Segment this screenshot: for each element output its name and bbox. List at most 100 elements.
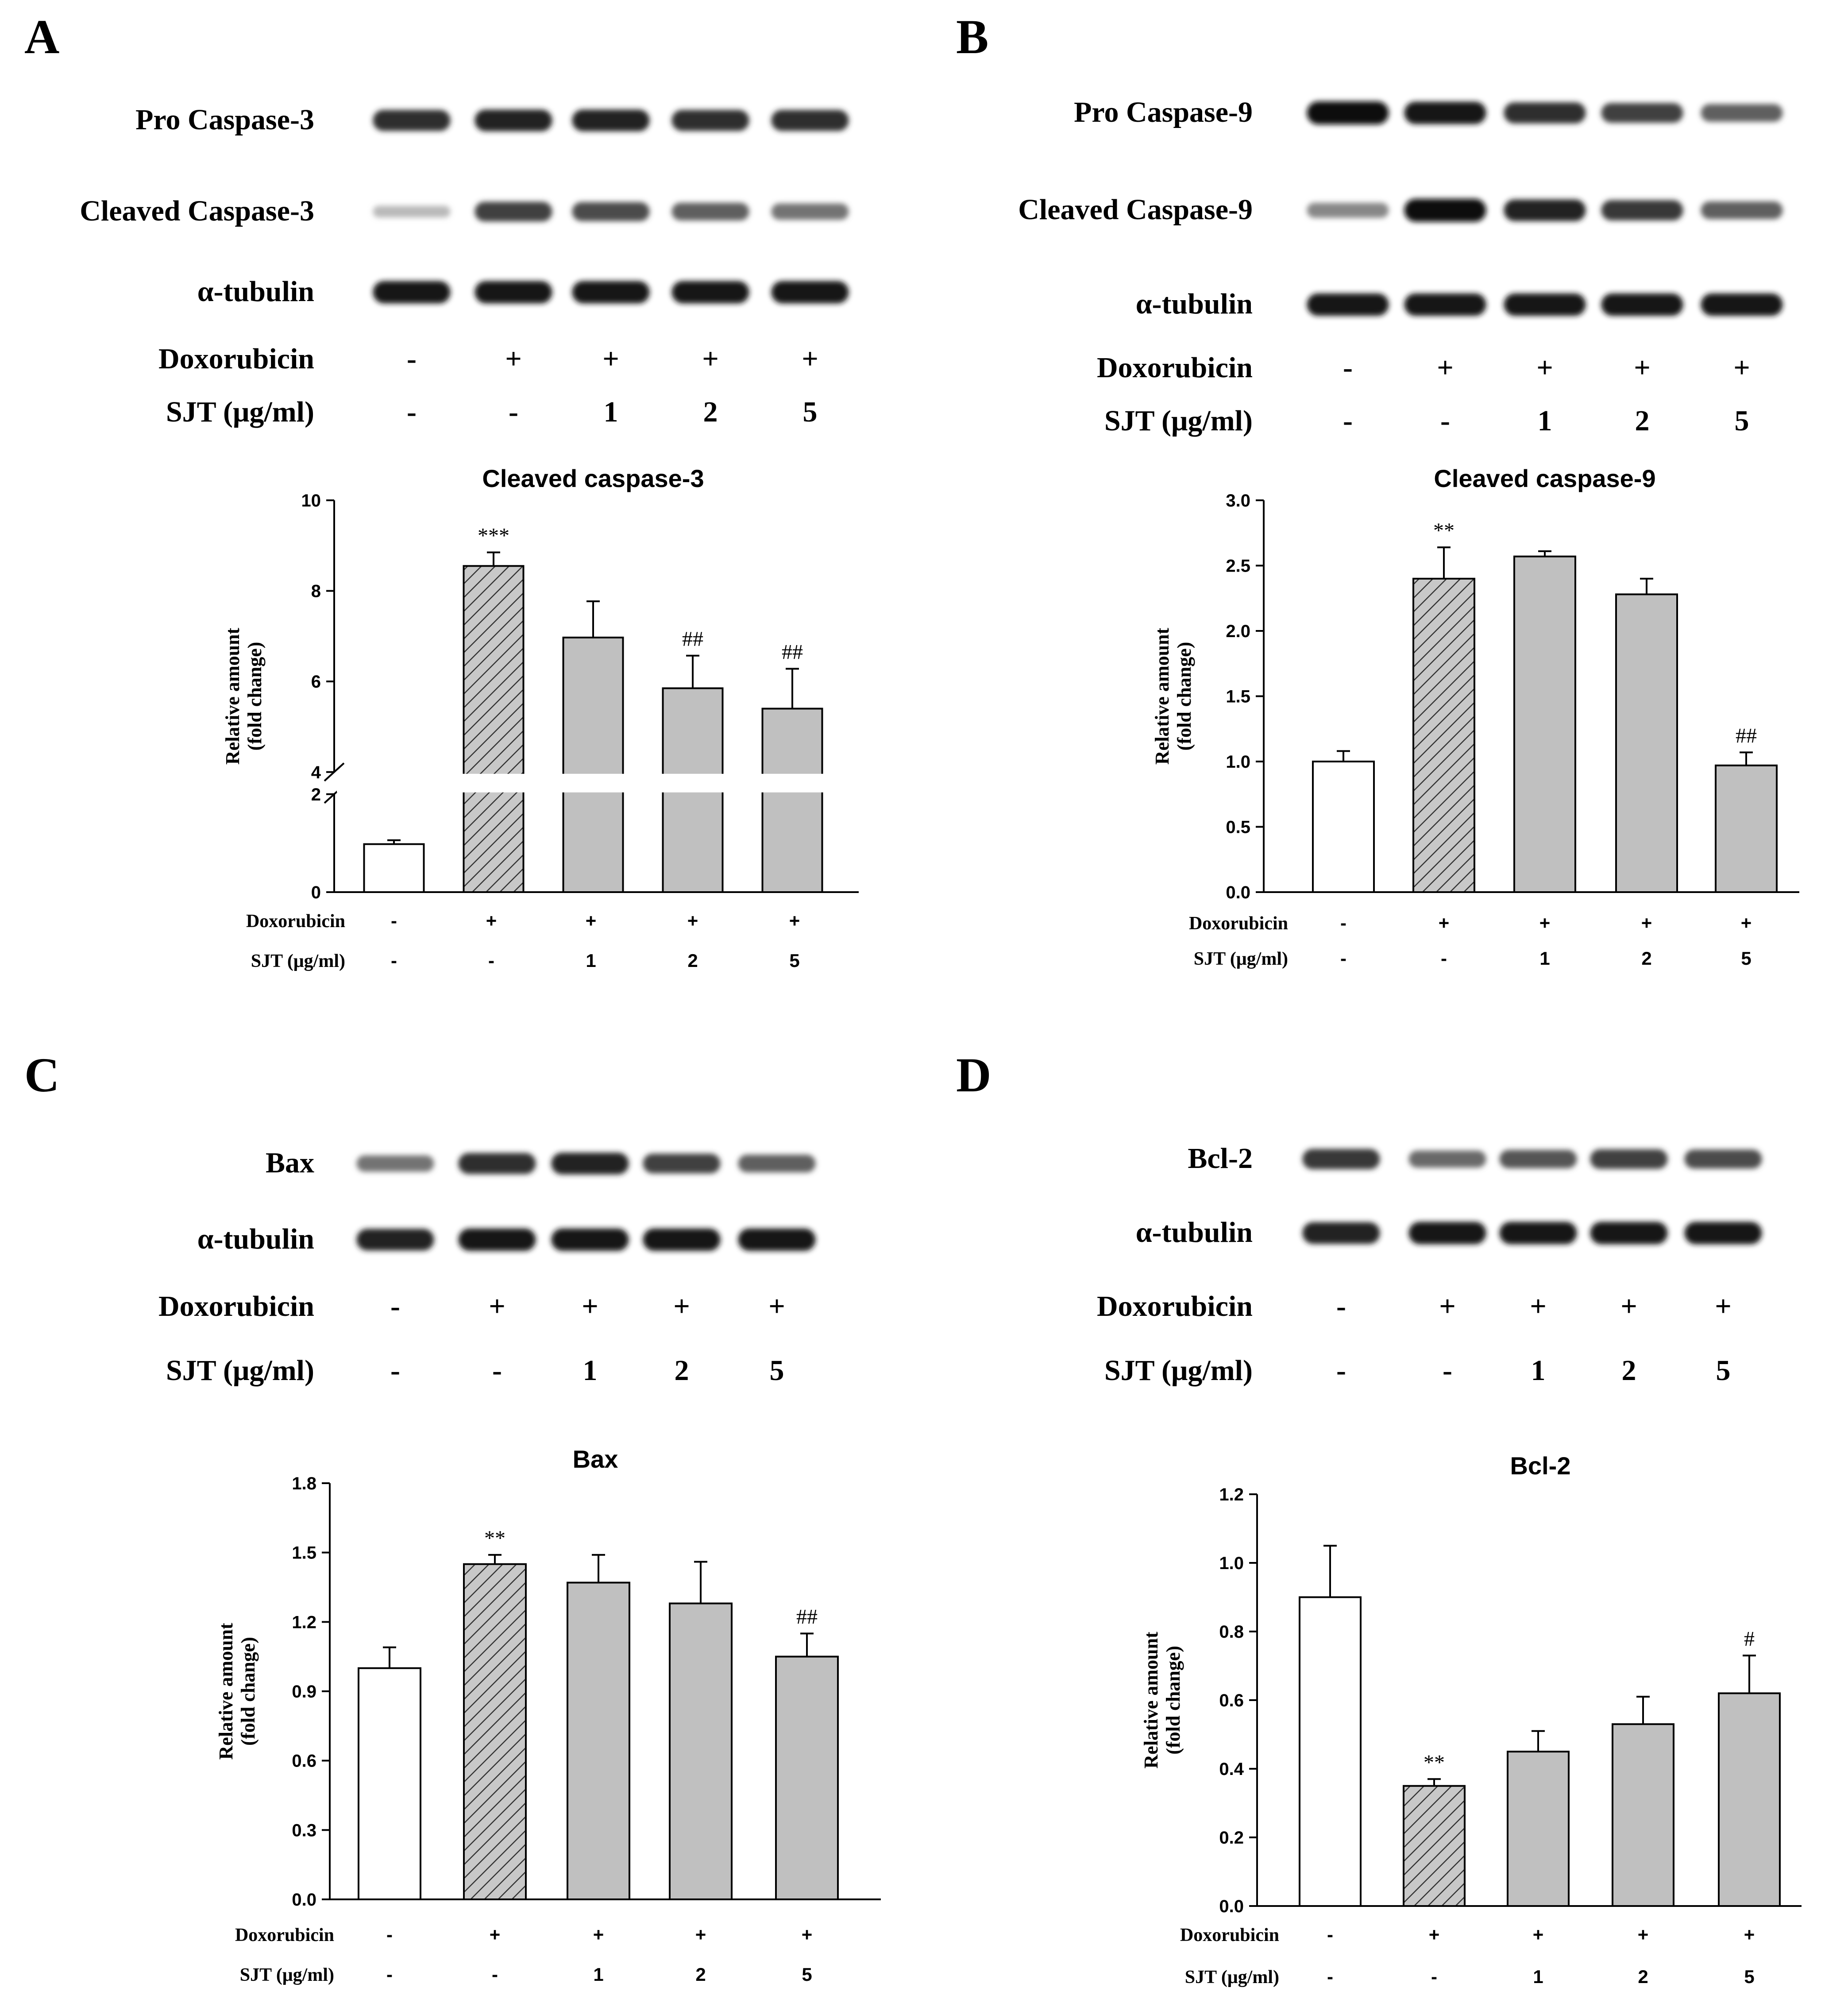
blot-row-label: Pro Caspase-9 — [1074, 96, 1253, 128]
panel-letter: B — [956, 10, 988, 64]
treatment-doxorubicin-value: + — [802, 343, 818, 375]
y-tick-label: 0.4 — [1219, 1759, 1244, 1779]
x-treatment-doxorubicin-value: - — [1340, 912, 1346, 933]
y-axis-label-line: (fold change) — [237, 1637, 259, 1746]
blot-band — [643, 1153, 721, 1174]
x-treatment-doxorubicin-value: + — [1439, 912, 1450, 933]
bar — [363, 843, 425, 893]
x-treatment-doxorubicin-value: - — [386, 1924, 393, 1945]
chart-b: Cleaved caspase-9 0.0 0.5 1.0 1.5 2.0 2.5 3.0 Re… — [1151, 464, 1799, 969]
blot-band — [1684, 1222, 1762, 1245]
treatment-sjt-value: 5 — [770, 1354, 784, 1387]
treatment-label-doxorubicin: Doxorubicin — [1097, 352, 1253, 384]
treatment-doxorubicin-value: + — [702, 343, 719, 375]
blot-band — [1590, 1222, 1668, 1245]
x-treatment-doxorubicin-value: + — [586, 910, 597, 931]
blot-band — [373, 281, 451, 304]
treatment-label-sjt: SJT (μg/ml) — [166, 1354, 314, 1387]
chart-c: Bax 0.0 0.3 0.6 0.9 1.2 1.5 1.8 Relative amount(… — [215, 1445, 881, 1985]
panel-b: B Pro Caspase-9 Cleaved Caspase-9 α-tubulin… — [956, 10, 1783, 437]
y-tick-label: 10 — [301, 491, 321, 510]
x-treatment-doxorubicin-value: + — [1741, 912, 1752, 933]
treatment-doxorubicin-value: + — [1634, 352, 1651, 384]
blot-band — [1701, 104, 1783, 122]
bar — [463, 1563, 527, 1901]
treatment-label-doxorubicin: Doxorubicin — [158, 1290, 314, 1322]
bar — [463, 565, 525, 893]
significance-mark: ** — [1424, 1751, 1445, 1774]
panel-a: A Pro Caspase-3 Cleaved Caspase-3 α-tubulin… — [24, 10, 849, 428]
chart-a: Cleaved caspase-3 0 2 4 6 8 10 Relative amount(… — [222, 464, 859, 971]
y-tick-label: 1.0 — [1226, 752, 1250, 772]
x-treatment-label-sjt: SJT (μg/ml) — [251, 951, 345, 971]
treatment-sjt-value: 2 — [675, 1354, 689, 1387]
significance-mark: # — [1744, 1627, 1755, 1651]
bar — [1507, 1751, 1570, 1907]
treatment-sjt-value: - — [509, 396, 518, 428]
bar — [761, 708, 823, 893]
bar — [1403, 1785, 1466, 1907]
blot-band — [771, 110, 849, 131]
treatment-doxorubicin-value: + — [505, 343, 522, 375]
treatment-sjt-value: - — [390, 1354, 400, 1387]
y-axis-label: Relative amount(fold change) — [215, 1623, 259, 1760]
blot-band — [1404, 293, 1486, 316]
x-treatment-sjt-value: 2 — [1638, 1966, 1648, 1987]
y-tick-label: 0.3 — [292, 1821, 316, 1840]
y-tick-label: 6 — [311, 672, 321, 692]
treatment-sjt-value: - — [1440, 405, 1450, 437]
blot-band — [738, 1228, 816, 1251]
treatment-doxorubicin-value: + — [673, 1290, 690, 1322]
treatment-label-sjt: SJT (μg/ml) — [1104, 405, 1253, 437]
bar — [775, 1655, 839, 1901]
x-treatment-doxorubicin-value: + — [802, 1924, 813, 1945]
x-treatment-sjt-value: - — [391, 950, 397, 971]
y-axis-label-line: Relative amount — [215, 1623, 237, 1760]
panel-c: C Bax α-tubulin Doxorubicin SJT (μg/ml) - + + + +… — [24, 1048, 816, 1387]
bar — [1612, 1723, 1674, 1907]
x-treatment-sjt-value: 5 — [1741, 948, 1751, 969]
treatment-doxorubicin-value: - — [407, 343, 417, 375]
x-treatment-label-sjt: SJT (μg/ml) — [240, 1965, 334, 1985]
blot-row-label: Bax — [266, 1147, 314, 1179]
x-treatment-doxorubicin-value: - — [1327, 1924, 1333, 1945]
blot-band — [475, 281, 552, 304]
x-treatment-sjt-value: - — [492, 1964, 498, 1985]
blot-band — [771, 203, 849, 220]
treatment-doxorubicin-value: + — [602, 343, 619, 375]
blot-band — [551, 1228, 629, 1251]
x-treatment-sjt-value: 2 — [687, 950, 698, 971]
treatment-doxorubicin-value: + — [582, 1290, 598, 1322]
blot-band — [1601, 293, 1683, 316]
x-treatment-sjt-value: - — [488, 950, 494, 971]
axis-break-band — [337, 773, 859, 793]
bar — [358, 1667, 421, 1901]
y-tick-label: 0.6 — [1219, 1691, 1244, 1710]
blot-band — [475, 201, 552, 222]
treatment-sjt-value: 5 — [1735, 405, 1749, 437]
x-treatment-sjt-value: 1 — [586, 950, 596, 971]
blot-band — [1701, 293, 1783, 316]
y-tick-label: 0.0 — [292, 1890, 316, 1910]
blot-band — [572, 281, 650, 304]
x-treatment-label-doxorubicin: Doxorubicin — [1189, 913, 1288, 934]
x-treatment-sjt-value: 2 — [695, 1964, 706, 1985]
blot-band — [1408, 1222, 1486, 1245]
y-axis-label: Relative amount(fold change) — [1140, 1632, 1184, 1769]
blot-band — [1307, 293, 1389, 316]
blot-band — [373, 110, 451, 131]
x-treatment-sjt-value: 1 — [1539, 948, 1550, 969]
y-tick-label: 8 — [311, 582, 321, 601]
y-tick-label: 0.9 — [292, 1682, 316, 1701]
y-tick-label: 0.0 — [1219, 1897, 1244, 1916]
x-treatment-sjt-value: 2 — [1641, 948, 1651, 969]
y-axis-label-line: Relative amount — [222, 628, 243, 765]
blot-band — [643, 1228, 721, 1251]
x-treatment-doxorubicin-value: - — [391, 910, 397, 931]
blot-band — [1601, 200, 1683, 220]
treatment-label-sjt: SJT (μg/ml) — [166, 396, 314, 428]
bar — [1718, 1692, 1781, 1907]
x-treatment-doxorubicin-value: + — [695, 1924, 706, 1945]
x-treatment-doxorubicin-value: + — [1429, 1924, 1440, 1945]
treatment-doxorubicin-value: - — [390, 1290, 400, 1322]
